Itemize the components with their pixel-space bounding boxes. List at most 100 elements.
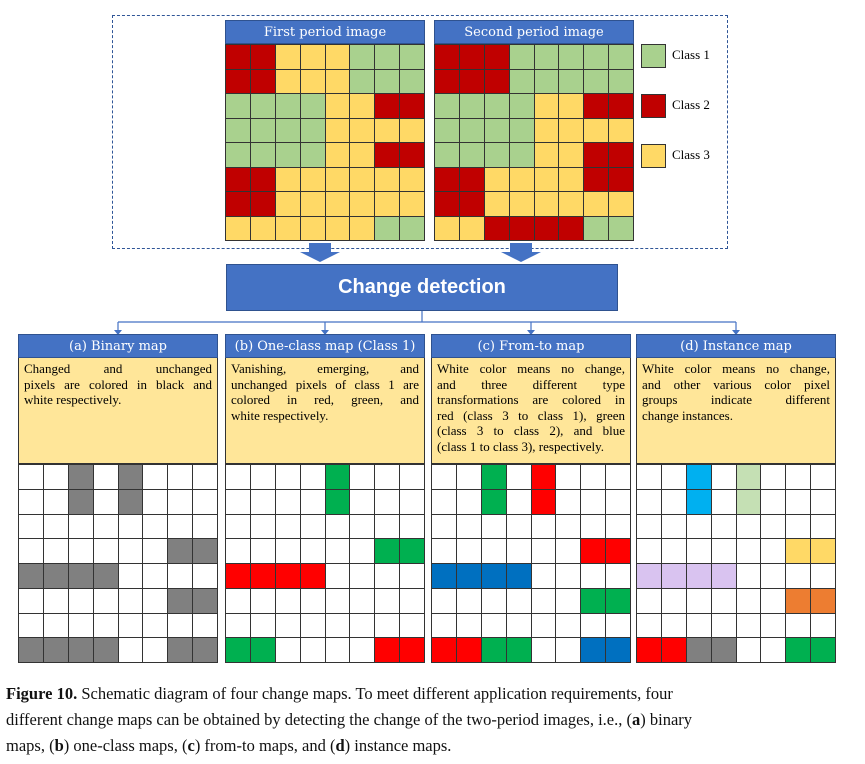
first-period-cell [274, 68, 300, 93]
from-to-map-cell [505, 637, 531, 662]
instance-map-cell [760, 637, 786, 662]
second-period-cell [458, 191, 484, 216]
binary-map-cell [167, 587, 193, 613]
one-class-map-cell [225, 538, 250, 563]
one-class-map-cell [349, 464, 375, 489]
first-period-cell [299, 68, 325, 93]
from-to-map-cell [580, 587, 606, 613]
from-to-map-cell [580, 563, 606, 588]
first-period-cell [274, 215, 300, 240]
second-period-cell [533, 191, 559, 216]
one-class-map-cell [324, 464, 350, 489]
instance-map-cell [710, 637, 736, 662]
one-class-map-cell [399, 563, 424, 588]
one-class-map-cell [324, 513, 350, 539]
second-period-title: Second period image [434, 20, 634, 44]
instance-map-cell [685, 513, 711, 539]
from-to-map-cell [530, 464, 556, 489]
second-period-cell [583, 68, 609, 93]
second-period-cell [608, 44, 633, 69]
from-to-map-cell [480, 464, 506, 489]
one-class-map-cell [274, 513, 300, 539]
instance-map-cell [660, 637, 686, 662]
second-period-cell [608, 93, 633, 118]
from-to-map-cell [530, 538, 556, 563]
first-period-cell [225, 44, 250, 69]
from-to-map-cell [555, 637, 581, 662]
instance-map-cell [685, 488, 711, 514]
second-period-cell [434, 93, 459, 118]
first-period-cell [225, 166, 250, 191]
instance-map-cell [636, 538, 661, 563]
from-to-map-cell [505, 612, 531, 638]
one-class-map-cell [274, 488, 300, 514]
from-to-map-cell [455, 563, 481, 588]
second-period-cell [508, 44, 534, 69]
first-period-cell [399, 93, 424, 118]
description-line: pixels are colored in black and [24, 376, 212, 392]
one-class-map-cell [374, 464, 400, 489]
second-period-cell [583, 142, 609, 167]
one-class-map-cell [249, 538, 275, 563]
description-line: red (class 3 to class 1), green [437, 407, 625, 423]
second-period-cell [483, 166, 509, 191]
binary-map-cell [192, 587, 217, 613]
down-arrow-icon [501, 243, 541, 262]
instance-map-cell [735, 488, 761, 514]
description-line: (class 1 to class 3), respectively. [437, 438, 605, 454]
instance-map-cell [810, 637, 835, 662]
first-period-cell [324, 215, 350, 240]
instance-map-grid [636, 464, 836, 663]
binary-map-cell [192, 612, 217, 638]
from-to-map-cell [431, 538, 456, 563]
instance-map-cell [735, 612, 761, 638]
instance-map-cell [785, 563, 811, 588]
from-to-map-cell [455, 464, 481, 489]
first-period-cell [299, 142, 325, 167]
first-period-cell [249, 44, 275, 69]
second-period-cell [483, 117, 509, 142]
second-period-cell [508, 93, 534, 118]
description-line: white respectively. [24, 392, 122, 407]
first-period-cell [324, 93, 350, 118]
legend-label-class-3: Class 3 [672, 147, 710, 162]
arrowhead-icon [114, 330, 122, 335]
instance-map-cell [636, 464, 661, 489]
one-class-map-cell [349, 538, 375, 563]
from-to-map-title: (c) From-to map [431, 334, 631, 358]
from-to-map-cell [605, 563, 630, 588]
first-period-cell [225, 191, 250, 216]
first-period-cell [324, 68, 350, 93]
binary-map-cell [92, 563, 118, 588]
binary-map-cell [142, 538, 168, 563]
binary-map-cell [117, 538, 143, 563]
from-to-map-cell [530, 563, 556, 588]
binary-map-cell [142, 612, 168, 638]
instance-map-cell [735, 513, 761, 539]
second-period-cell [458, 166, 484, 191]
one-class-map-cell [324, 587, 350, 613]
instance-map-cell [735, 464, 761, 489]
instance-map-cell [785, 637, 811, 662]
change-detection-box: Change detection [226, 264, 618, 311]
second-period-cell [458, 215, 484, 240]
one-class-map-cell [374, 513, 400, 539]
binary-map-cell [167, 563, 193, 588]
second-period-cell [483, 93, 509, 118]
first-period-cell [225, 68, 250, 93]
binary-map-cell [192, 538, 217, 563]
from-to-map-cell [480, 587, 506, 613]
first-period-cell [249, 68, 275, 93]
from-to-map-cell [530, 612, 556, 638]
first-period-cell [274, 117, 300, 142]
instance-map-cell [685, 637, 711, 662]
second-period-cell [434, 68, 459, 93]
instance-map-description: White color means no change, and other various c… [636, 358, 836, 464]
first-period-cell [349, 117, 375, 142]
description-line: Vanishing, emerging, and [231, 361, 419, 376]
first-period-cell [299, 166, 325, 191]
from-to-map-cell [455, 612, 481, 638]
from-to-map-cell [431, 563, 456, 588]
binary-map-cell [18, 538, 43, 563]
one-class-map-cell [374, 538, 400, 563]
